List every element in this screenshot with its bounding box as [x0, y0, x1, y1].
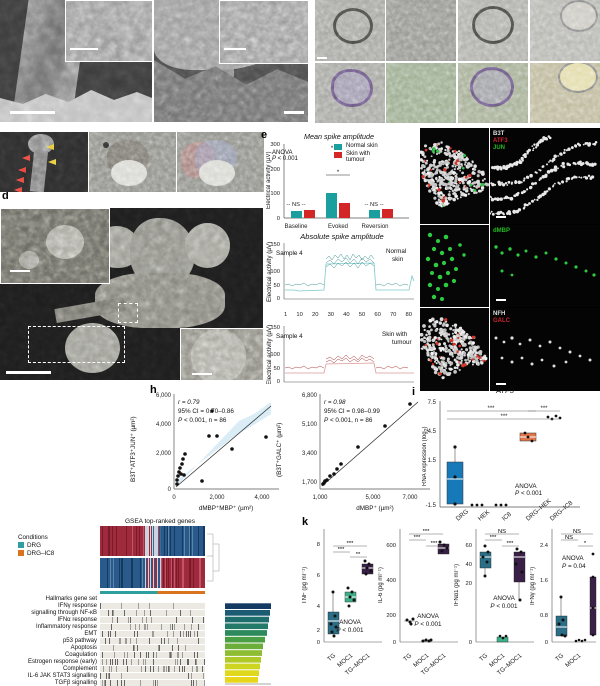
svg-text:***: ***: [423, 529, 431, 535]
svg-text:ANOVA: ANOVA: [417, 613, 439, 620]
svg-text:0: 0: [172, 495, 176, 501]
svg-text:0: 0: [277, 216, 280, 222]
svg-text:0: 0: [277, 379, 280, 384]
svg-text:TG: TG: [478, 652, 489, 663]
svg-text:0: 0: [469, 640, 472, 646]
svg-text:1.6: 1.6: [540, 578, 548, 584]
svg-text:2,000: 2,000: [156, 451, 172, 457]
svg-text:2,000: 2,000: [209, 495, 225, 501]
svg-text:***: ***: [487, 406, 495, 412]
svg-text:4,000: 4,000: [254, 495, 270, 501]
svg-text:MOC1: MOC1: [564, 652, 583, 669]
svg-text:0: 0: [545, 640, 548, 646]
svg-text:NS: NS: [573, 529, 581, 535]
svg-text:Skin with: Skin with: [382, 331, 408, 338]
svg-text:dMBP⁺MBP⁺ (µm²): dMBP⁺MBP⁺ (µm²): [199, 505, 253, 512]
svg-text:6: 6: [317, 573, 320, 579]
svg-text:95% CI = 0.98–0.99: 95% CI = 0.98–0.99: [324, 408, 380, 415]
svg-text:50: 50: [274, 366, 280, 372]
svg-text:NS: NS: [498, 529, 506, 535]
svg-text:2: 2: [317, 628, 320, 634]
svg-text:tumour: tumour: [392, 339, 412, 346]
svg-text:***: ***: [507, 541, 515, 547]
svg-text:dMBP⁺ (µm²): dMBP⁺ (µm²): [356, 505, 393, 512]
svg-text:Evoked: Evoked: [328, 224, 348, 230]
svg-text:***: ***: [431, 541, 439, 547]
svg-text:TG: TG: [554, 652, 565, 663]
svg-text:4: 4: [317, 604, 321, 610]
svg-text:5,000: 5,000: [365, 495, 381, 501]
svg-text:50: 50: [274, 283, 280, 289]
svg-text:ANOVA: ANOVA: [493, 595, 515, 602]
svg-text:Baseline: Baseline: [284, 224, 308, 230]
svg-text:60: 60: [466, 543, 472, 549]
svg-text:600: 600: [386, 543, 396, 549]
svg-text:2.4: 2.4: [540, 543, 549, 549]
svg-text:7,000: 7,000: [402, 495, 418, 501]
svg-text:7.5: 7.5: [428, 400, 437, 406]
svg-text:NS: NS: [565, 535, 573, 541]
svg-text:ANOVA: ANOVA: [339, 619, 361, 626]
svg-text:***: ***: [338, 547, 346, 553]
svg-text:3,400: 3,400: [302, 451, 318, 457]
svg-text:skin: skin: [392, 256, 404, 263]
svg-text:***: ***: [347, 541, 355, 547]
svg-text:r = 0.98: r = 0.98: [324, 399, 346, 406]
svg-text:***: ***: [540, 406, 548, 412]
svg-text:1,700: 1,700: [302, 480, 318, 486]
svg-text:8: 8: [317, 542, 320, 548]
svg-text:P < 0.001, n = 86: P < 0.001, n = 86: [324, 417, 373, 424]
svg-text:-- NS --: -- NS --: [287, 202, 306, 208]
svg-text:**: **: [356, 552, 361, 558]
svg-text:40: 40: [466, 562, 472, 568]
svg-text:1,000: 1,000: [312, 495, 328, 501]
svg-text:0: 0: [393, 640, 396, 646]
svg-text:5,100: 5,100: [302, 422, 318, 428]
svg-text:TG: TG: [402, 652, 413, 663]
svg-text:Sample 4: Sample 4: [276, 250, 303, 257]
svg-text:20: 20: [466, 581, 472, 587]
svg-text:0: 0: [277, 296, 280, 302]
svg-text:6,800: 6,800: [302, 393, 318, 399]
svg-text:6,000: 6,000: [156, 393, 172, 399]
svg-text:Normal: Normal: [386, 248, 406, 255]
svg-text:P < 0.001: P < 0.001: [336, 627, 364, 634]
svg-text:400: 400: [386, 578, 396, 584]
svg-text:0: 0: [168, 487, 172, 493]
svg-text:ANOVA: ANOVA: [562, 555, 584, 562]
svg-text:***: ***: [490, 535, 498, 541]
svg-text:P = 0.04: P = 0.04: [562, 563, 586, 570]
svg-text:P < 0.001: P < 0.001: [414, 621, 442, 628]
svg-text:TG: TG: [326, 652, 337, 663]
svg-text:***: ***: [414, 535, 422, 541]
svg-text:P < 0.001, n = 86: P < 0.001, n = 86: [178, 417, 227, 424]
svg-text:200: 200: [386, 613, 396, 619]
svg-text:-- NS --: -- NS --: [365, 202, 384, 208]
svg-text:4,000: 4,000: [156, 422, 172, 428]
svg-text:r = 0.79: r = 0.79: [178, 399, 200, 406]
svg-text:Sample 4: Sample 4: [276, 333, 303, 340]
svg-text:***: ***: [500, 414, 508, 420]
svg-text:95% CI = 0.70–0.86: 95% CI = 0.70–0.86: [178, 408, 234, 415]
svg-text:0: 0: [317, 640, 320, 646]
svg-text:0.8: 0.8: [540, 613, 548, 619]
svg-text:Reversion: Reversion: [361, 224, 388, 230]
svg-text:P < 0.001: P < 0.001: [490, 603, 518, 610]
